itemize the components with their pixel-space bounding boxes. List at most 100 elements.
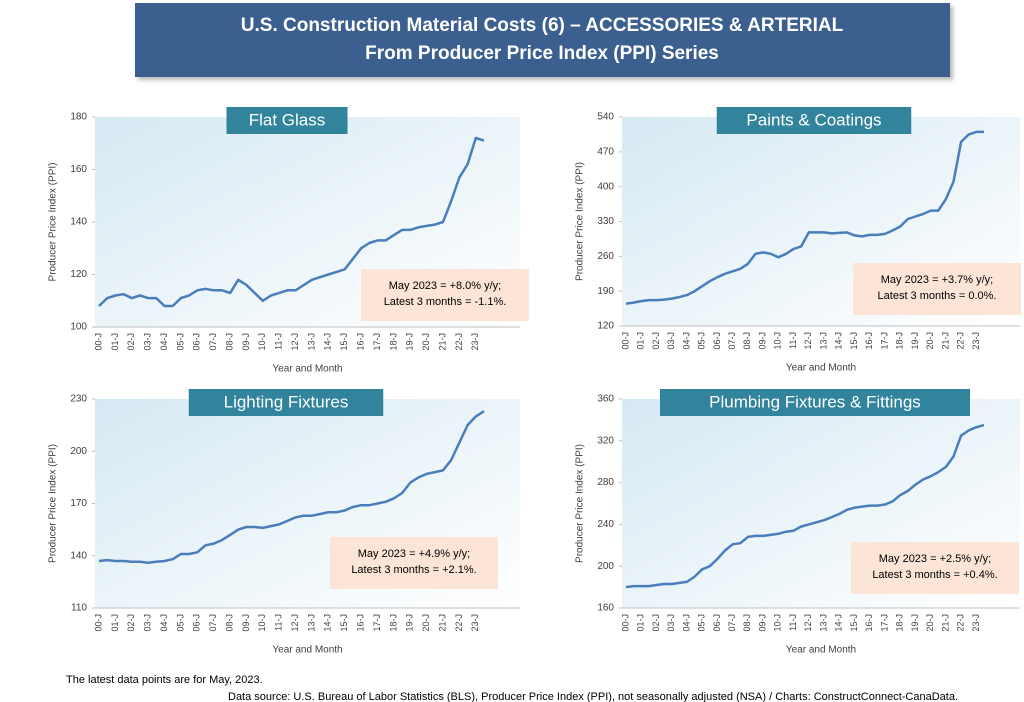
x-tick-label: 16-J (356, 614, 366, 632)
x-tick-label: 09-J (241, 333, 251, 351)
x-tick-label: 06-J (192, 333, 202, 351)
x-tick-label: 00-J (620, 332, 630, 350)
y-tick-label: 170 (70, 498, 87, 509)
chart-title: Paints & Coatings (746, 110, 881, 129)
x-tick-label: 21-J (940, 614, 950, 632)
x-tick-label: 05-J (697, 614, 707, 632)
footnote: The latest data points are for May, 2023… (66, 674, 263, 686)
x-tick-label: 13-J (818, 614, 828, 632)
x-tick-label: 00-J (93, 333, 103, 351)
y-tick-label: 100 (70, 322, 87, 333)
x-tick-label: 14-J (323, 614, 333, 632)
chart-title-box (226, 107, 348, 134)
y-tick-label: 260 (597, 251, 614, 262)
y-tick-label: 200 (70, 446, 87, 457)
x-tick-label: 06-J (712, 614, 722, 632)
y-axis-label: Producer Price Index (PPI) (48, 163, 59, 282)
x-tick-label: 17-J (372, 333, 382, 351)
chart-title-box (716, 107, 912, 134)
x-tick-label: 13-J (306, 333, 316, 351)
y-tick-label: 140 (70, 217, 87, 228)
x-tick-label: 04-J (159, 333, 169, 351)
x-tick-label: 17-J (879, 614, 889, 632)
x-tick-label: 07-J (727, 614, 737, 632)
chart-title-box (188, 389, 384, 416)
x-tick-label: 00-J (93, 614, 103, 632)
x-tick-label: 12-J (803, 332, 813, 350)
x-tick-label: 16-J (864, 332, 874, 350)
y-tick-label: 200 (597, 561, 614, 572)
x-tick-label: 06-J (712, 332, 722, 350)
annotation: May 2023 = +8.0% y/y; (389, 280, 502, 292)
x-tick-label: 15-J (849, 332, 859, 350)
x-tick-label: 07-J (727, 332, 737, 350)
y-axis-label: Producer Price Index (PPI) (575, 444, 586, 563)
x-tick-label: 08-J (224, 614, 234, 632)
x-tick-label: 20-J (421, 614, 431, 632)
x-tick-label: 17-J (372, 614, 382, 632)
x-axis-label: Year and Month (786, 645, 856, 656)
x-tick-label: 02-J (651, 614, 661, 632)
x-tick-label: 02-J (126, 333, 136, 351)
x-tick-label: 04-J (159, 614, 169, 632)
y-tick-label: 230 (70, 394, 87, 405)
x-tick-label: 15-J (339, 333, 349, 351)
annotation: Latest 3 months = +0.4%. (872, 569, 997, 581)
x-tick-label: 18-J (895, 614, 905, 632)
x-tick-label: 16-J (864, 614, 874, 632)
x-tick-label: 22-J (956, 332, 966, 350)
x-tick-label: 09-J (757, 332, 767, 350)
x-tick-label: 12-J (290, 333, 300, 351)
x-tick-label: 13-J (306, 614, 316, 632)
source-note: Data source: U.S. Bureau of Labor Statis… (228, 691, 958, 702)
y-tick-label: 140 (70, 550, 87, 561)
y-tick-label: 280 (597, 477, 614, 488)
x-tick-label: 12-J (290, 614, 300, 632)
annotation-box (853, 263, 1021, 315)
x-tick-label: 05-J (175, 614, 185, 632)
x-tick-label: 19-J (405, 614, 415, 632)
x-tick-label: 07-J (208, 333, 218, 351)
x-tick-label: 21-J (437, 333, 447, 351)
x-tick-label: 22-J (454, 614, 464, 632)
annotation-box (851, 542, 1019, 594)
x-tick-label: 14-J (323, 333, 333, 351)
x-tick-label: 17-J (879, 332, 889, 350)
x-axis-label: Year and Month (272, 645, 342, 656)
annotation: Latest 3 months = -1.1%. (384, 296, 507, 308)
y-tick-label: 110 (71, 603, 87, 614)
y-tick-label: 120 (597, 321, 614, 332)
x-tick-label: 22-J (454, 333, 464, 351)
chart-title: Plumbing Fixtures & Fittings (709, 392, 921, 411)
x-tick-label: 21-J (437, 614, 447, 632)
x-tick-label: 07-J (208, 614, 218, 632)
x-tick-label: 11-J (274, 614, 284, 631)
header-box (135, 3, 950, 77)
x-tick-label: 23-J (971, 614, 981, 632)
y-tick-label: 160 (70, 164, 87, 175)
x-tick-label: 14-J (834, 614, 844, 632)
x-tick-label: 13-J (818, 332, 828, 350)
annotation: Latest 3 months = 0.0%. (878, 290, 997, 302)
x-tick-label: 10-J (257, 333, 267, 351)
x-tick-label: 14-J (834, 332, 844, 350)
x-tick-label: 02-J (651, 332, 661, 350)
x-tick-label: 01-J (636, 332, 646, 350)
annotation: May 2023 = +3.7% y/y; (881, 274, 994, 286)
y-tick-label: 180 (70, 112, 87, 123)
x-tick-label: 20-J (925, 332, 935, 350)
y-tick-label: 470 (597, 146, 614, 157)
y-tick-label: 320 (597, 435, 614, 446)
chart-title: Flat Glass (249, 110, 326, 129)
x-tick-label: 15-J (849, 614, 859, 632)
x-tick-label: 08-J (742, 614, 752, 632)
x-tick-label: 08-J (224, 333, 234, 351)
x-tick-label: 10-J (257, 614, 267, 632)
header-subtitle: From Producer Price Index (PPI) Series (365, 43, 719, 64)
data-line (625, 423, 985, 589)
x-tick-label: 09-J (757, 614, 767, 632)
x-tick-label: 20-J (421, 333, 431, 351)
y-tick-label: 240 (597, 519, 614, 530)
x-tick-label: 01-J (110, 333, 120, 351)
x-tick-label: 02-J (126, 614, 136, 632)
